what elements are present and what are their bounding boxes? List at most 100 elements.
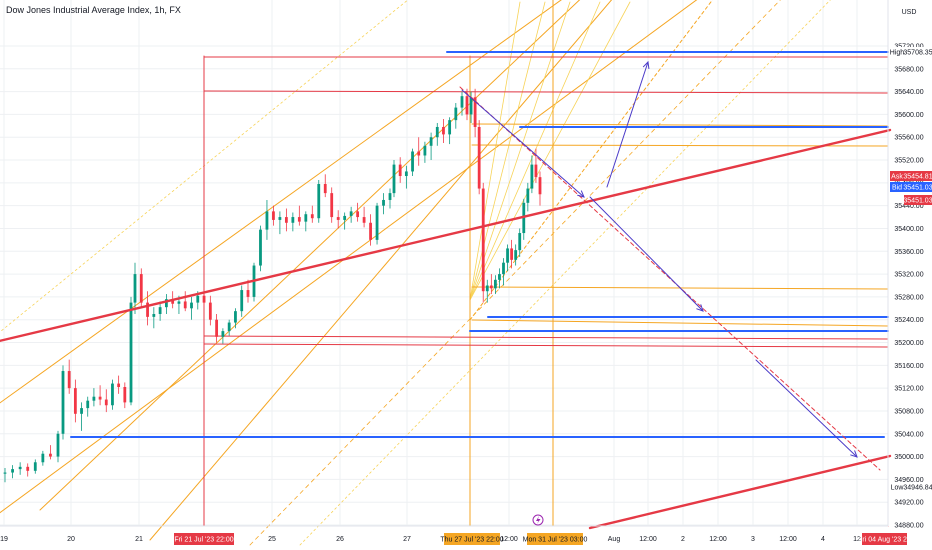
candle-body — [177, 301, 181, 304]
candle-body — [514, 250, 518, 260]
time-tick-label: 4 — [821, 536, 825, 543]
candle-body — [265, 211, 269, 230]
low-tag-label: Low — [891, 485, 905, 492]
candle-body — [323, 183, 327, 194]
candle-body — [284, 217, 288, 223]
arrow-down — [461, 89, 585, 198]
ask-tag-bg — [904, 171, 932, 181]
arrow-up — [606, 61, 649, 188]
price-tick-label: 34880.00 — [894, 523, 923, 530]
candle-body — [117, 383, 121, 388]
candle-body — [349, 211, 353, 216]
candle-body — [336, 217, 340, 220]
candle-body — [498, 274, 501, 280]
time-tick-label: 21 — [135, 536, 143, 543]
trendline-red — [0, 128, 892, 343]
candle-body — [158, 307, 162, 315]
candle-body — [61, 371, 65, 434]
bid-tag-bg — [904, 182, 932, 192]
candle-body — [221, 331, 225, 337]
time-tick-label: 12 — [853, 536, 861, 543]
candle-body — [530, 164, 534, 189]
trendline-red — [588, 454, 892, 530]
candle-body — [493, 279, 497, 289]
ask-tag-value: 35454.81 — [903, 174, 932, 181]
candle-body — [304, 214, 308, 222]
channel-line-dotted — [0, 0, 409, 333]
arrow-down-head — [577, 190, 585, 198]
candle-body — [317, 183, 321, 219]
lightning-icon[interactable] — [532, 514, 544, 526]
candle-body — [460, 96, 464, 108]
candle-body — [435, 126, 439, 138]
candle-body — [310, 214, 314, 219]
candle-body — [538, 177, 542, 195]
candle-body — [86, 400, 90, 409]
bid-tag-label-bg — [890, 182, 904, 192]
time-tick-label: 20 — [67, 536, 75, 543]
drawings[interactable] — [0, 0, 889, 546]
candle-body — [183, 301, 187, 309]
channel-line — [0, 0, 562, 404]
candle-body — [152, 314, 156, 317]
time-axis[interactable]: 19 20 21 25 26 27 12:00 Aug 12:00 2 12:00 3 12:00 4 12 — [0, 536, 861, 543]
candle-body — [392, 164, 396, 194]
time-tag-bg — [862, 533, 907, 545]
time-tag-label: Fri 21 Jul '23 22:00 — [174, 537, 233, 544]
candle-body — [375, 205, 379, 240]
high-tag-label: High — [890, 50, 905, 57]
candle-body — [104, 399, 108, 406]
bid-tag-label: Bid — [892, 185, 902, 192]
candle-body — [139, 274, 143, 303]
candle-body — [246, 290, 250, 297]
candle-body — [343, 215, 347, 220]
price-tick-label: 35560.00 — [894, 135, 923, 142]
candle-body — [442, 126, 445, 135]
time-tick-label: Aug — [608, 536, 621, 543]
arrow-down — [589, 196, 704, 312]
candle-body — [417, 151, 421, 156]
time-tag-label: Thu 27 Jul '23 22:00 — [440, 537, 503, 544]
price-tick-label: 35360.00 — [894, 249, 923, 256]
candle-body — [133, 274, 137, 303]
candle-body — [146, 302, 149, 317]
price-tick-label: 35320.00 — [894, 272, 923, 279]
candle-body — [518, 233, 522, 251]
candle-body — [534, 164, 538, 178]
candle-body — [92, 396, 96, 401]
time-tick-label: 27 — [403, 536, 411, 543]
level-line — [471, 123, 889, 127]
candle-body — [477, 126, 481, 189]
candle-body — [111, 383, 114, 406]
channel-line — [0, 0, 698, 514]
candle-body — [129, 302, 133, 403]
price-tick-label: 35280.00 — [894, 294, 923, 301]
arrow-up-head — [642, 60, 650, 70]
price-axis[interactable]: 35720.0035680.0035640.0035600.0035560.00… — [894, 44, 923, 530]
ask-tag-label: Ask — [891, 174, 903, 181]
candle-body — [33, 462, 37, 471]
price-tick-label: 34920.00 — [894, 500, 923, 507]
candle-body — [18, 466, 22, 470]
time-tick-label: 2 — [681, 536, 685, 543]
drawings-front[interactable] — [0, 60, 892, 530]
time-tag-bg — [174, 533, 234, 545]
time-tick-label: 12:00 — [779, 536, 797, 543]
candle-body — [272, 211, 275, 220]
candle-body — [80, 408, 83, 414]
candle-body — [423, 145, 427, 156]
time-tag-bg — [444, 533, 500, 545]
channel-line — [149, 0, 613, 541]
time-tick-label: 25 — [268, 536, 276, 543]
price-tick-label: 35640.00 — [894, 89, 923, 96]
channel-line — [39, 0, 581, 511]
time-tag-label: Fri 04 Aug '23 22 — [858, 537, 911, 544]
candle-body — [330, 193, 334, 218]
currency-label: USD — [902, 9, 917, 16]
candle-body — [259, 229, 262, 266]
candle-body — [67, 371, 71, 389]
trendline-dashed — [459, 86, 881, 471]
